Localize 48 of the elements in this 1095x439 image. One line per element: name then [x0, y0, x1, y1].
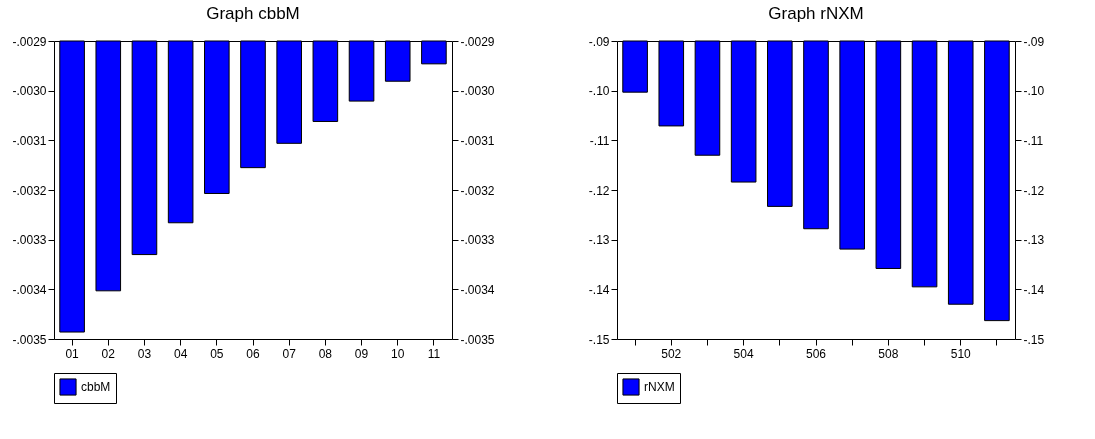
y-tick-label: -.11 — [589, 133, 610, 148]
x-tick-label: 510 — [950, 346, 972, 361]
x-tick-label: 08 — [318, 346, 333, 361]
y2-tick-label: -.15 — [1023, 332, 1045, 347]
y-tick-label: -.09 — [588, 34, 610, 49]
x-tick-label: 502 — [661, 346, 682, 361]
y2-tick-label: -.10 — [1023, 84, 1045, 99]
y2-tick-label: -.11 — [1023, 133, 1044, 148]
x-tick-label: 09 — [354, 346, 369, 361]
y2-tick-label: -.0032 — [460, 183, 495, 198]
x-tick-label: 06 — [246, 346, 260, 361]
x-tick-label: 01 — [65, 346, 80, 361]
y-tick-label: -.0029 — [12, 34, 47, 49]
y2-tick-label: -.0035 — [460, 332, 495, 347]
x-tick-label: 506 — [805, 346, 827, 361]
x-tick-label: 04 — [173, 346, 188, 361]
y2-tick-label: -.0033 — [460, 233, 495, 248]
y2-tick-label: -.09 — [1023, 34, 1045, 49]
y2-tick-label: -.0031 — [460, 133, 495, 148]
y-tick-label: -.14 — [588, 282, 610, 297]
y-tick-label: -.0030 — [12, 84, 47, 99]
y2-tick-label: -.0030 — [460, 84, 495, 99]
y2-tick-label: -.0034 — [460, 282, 495, 297]
y2-tick-label: -.12 — [1023, 183, 1045, 198]
legend-label: rNXM — [644, 380, 675, 394]
x-tick-label: 07 — [282, 346, 297, 361]
y-tick-label: -.0035 — [12, 332, 47, 347]
y2-tick-label: -.0029 — [460, 34, 495, 49]
x-tick-label: 11 — [427, 346, 441, 361]
y2-tick-label: -.14 — [1023, 282, 1045, 297]
y-tick-label: -.0032 — [12, 183, 47, 198]
legend-label: cbbM — [81, 380, 111, 394]
x-tick-label: 504 — [733, 346, 754, 361]
y-tick-label: -.0031 — [12, 133, 47, 148]
x-tick-label: 03 — [137, 346, 152, 361]
y2-tick-label: -.13 — [1023, 233, 1045, 248]
chart-title: Graph cbbM — [206, 4, 300, 23]
y-tick-label: -.0033 — [12, 233, 47, 248]
y-tick-label: -.12 — [588, 183, 610, 198]
y-tick-label: -.13 — [588, 233, 610, 248]
chart-title: Graph rNXM — [768, 4, 864, 23]
x-tick-label: 05 — [210, 346, 224, 361]
y-tick-label: -.0034 — [12, 282, 47, 297]
y-tick-label: -.10 — [588, 84, 610, 99]
x-tick-label: 10 — [391, 346, 405, 361]
x-tick-label: 02 — [101, 346, 116, 361]
y-tick-label: -.15 — [588, 332, 610, 347]
x-tick-label: 508 — [878, 346, 899, 361]
